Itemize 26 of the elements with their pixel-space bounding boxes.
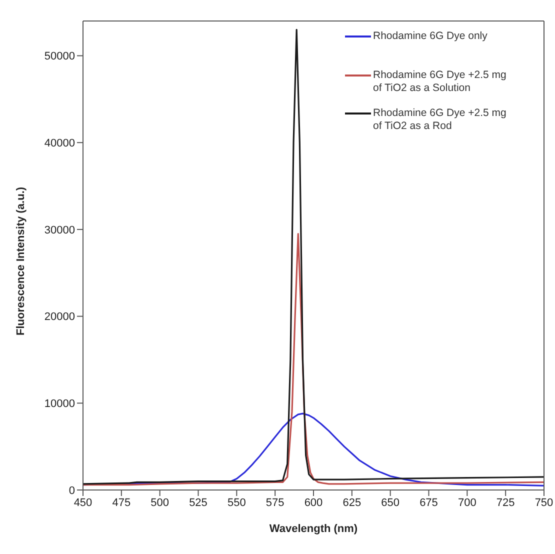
x-axis-title: Wavelength (nm) [269,523,358,535]
x-tick-label: 600 [304,496,323,509]
x-tick-label: 450 [74,496,92,509]
legend-label: Rhodamine 6G Dye +2.5 mg of TiO2 as a Solution [373,69,508,95]
x-tick-label: 650 [381,496,400,509]
x-tick-label: 475 [112,496,131,509]
x-tick-label: 700 [458,496,476,509]
x-tick-label: 675 [420,496,438,509]
y-tick-label: 0 [68,484,75,497]
y-tick-label: 20000 [44,311,75,324]
line-series [83,232,544,486]
x-tick-label: 500 [150,496,170,509]
x-tick-label: 625 [342,496,362,509]
y-axis-title: Fluorescence Intensity (a.u.) [14,186,27,336]
y-tick-label: 50000 [44,50,75,63]
x-tick-label: 750 [534,496,554,509]
y-tick-label: 10000 [44,398,75,410]
y-tick-label: 40000 [44,138,75,150]
line-series [83,28,544,485]
x-tick-label: 550 [227,496,246,509]
legend-label: Rhodamine 6G Dye only [373,30,488,43]
x-tick-label: 725 [496,496,515,509]
legend-label: Rhodamine 6G Dye +2.5 mg of TiO2 as a Rod [373,107,508,133]
x-tick-label: 575 [266,496,284,509]
x-tick-label: 525 [189,496,208,509]
y-tick-label: 30000 [44,224,75,236]
